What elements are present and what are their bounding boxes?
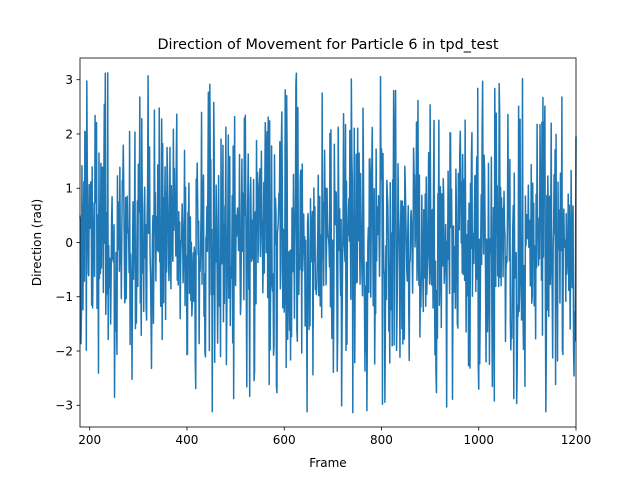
x-tick-label: 600 — [273, 433, 296, 447]
chart-title: Direction of Movement for Particle 6 in … — [157, 37, 498, 53]
x-tick-label: 1200 — [561, 433, 592, 447]
x-tick-label: 1000 — [463, 433, 494, 447]
plot-series-group — [79, 72, 577, 414]
y-tick-label: 2 — [65, 127, 73, 141]
x-tick-label: 800 — [370, 433, 393, 447]
y-axis: −3 −2 −1 0 1 2 3 — [55, 73, 80, 413]
x-tick-label: 200 — [78, 433, 101, 447]
x-axis: 200 400 600 800 1000 1200 — [78, 427, 591, 447]
y-tick-label: −3 — [55, 399, 73, 413]
y-tick-label: −1 — [55, 290, 73, 304]
y-tick-label: 1 — [65, 182, 73, 196]
y-tick-label: 3 — [65, 73, 73, 87]
y-tick-label: −2 — [55, 344, 73, 358]
x-axis-label: Frame — [309, 456, 346, 470]
x-tick-label: 400 — [176, 433, 199, 447]
y-axis-label: Direction (rad) — [30, 199, 44, 286]
series-line — [79, 72, 577, 414]
y-tick-label: 0 — [65, 236, 73, 250]
